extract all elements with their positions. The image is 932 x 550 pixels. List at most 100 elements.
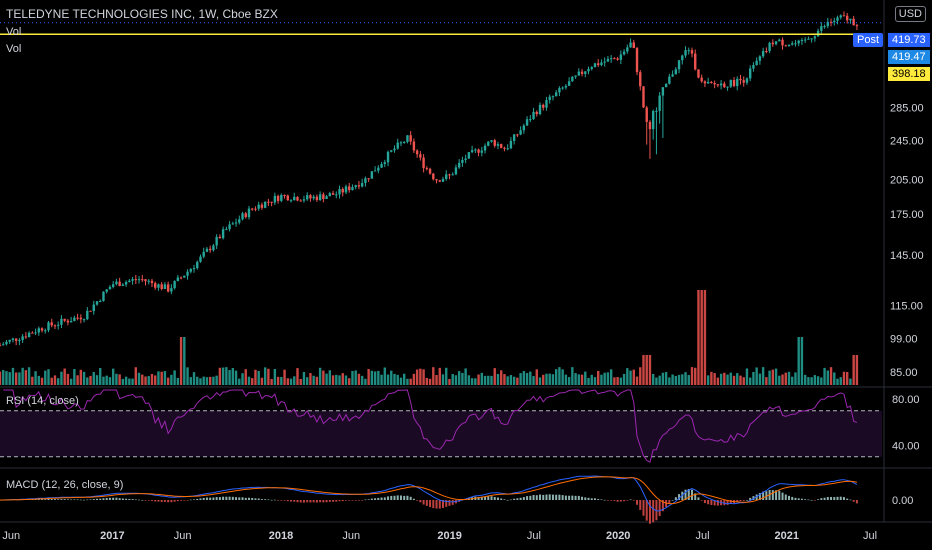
- volume-bar: [192, 372, 196, 385]
- macd-histogram-bar: [697, 497, 700, 500]
- volume-bar: [609, 369, 613, 385]
- volume-bar: [176, 378, 180, 385]
- volume-bar: [500, 370, 503, 385]
- candle-body: [247, 208, 251, 218]
- volume-bar: [629, 370, 632, 385]
- volume-bar: [823, 367, 826, 385]
- candle-body: [590, 67, 593, 69]
- volume-bar: [348, 378, 351, 385]
- volume-bar: [380, 374, 383, 385]
- candle-body: [273, 195, 277, 203]
- macd-tick-label: 0.00: [892, 495, 913, 507]
- macd-histogram-bar: [632, 500, 635, 501]
- rsi-band-fill: [0, 410, 882, 457]
- candle-body: [732, 80, 736, 87]
- candle-body: [21, 336, 24, 341]
- candle-body: [196, 261, 199, 269]
- macd-histogram-bar: [235, 497, 238, 500]
- volume-bar: [493, 368, 496, 385]
- volume-bar: [251, 378, 254, 385]
- volume-bar: [761, 367, 765, 385]
- candle-body: [44, 330, 47, 332]
- candle-body: [331, 193, 335, 195]
- volume-label-1: Vol: [6, 26, 22, 38]
- volume-bar: [393, 373, 396, 385]
- candle-body: [157, 284, 160, 288]
- candle-body: [800, 39, 804, 41]
- volume-bar: [545, 373, 548, 385]
- volume-bar: [503, 374, 506, 385]
- candle-body: [124, 281, 128, 285]
- candle-body: [344, 186, 348, 193]
- volume-bar: [732, 375, 736, 385]
- macd-histogram-bar: [393, 495, 396, 500]
- macd-histogram-bar: [584, 497, 587, 500]
- macd-histogram-bar: [726, 500, 729, 505]
- volume-bar: [577, 374, 581, 385]
- macd-histogram-bar: [842, 497, 845, 500]
- volume-bar: [302, 372, 306, 385]
- volume-bar: [53, 375, 57, 385]
- candle-body: [186, 271, 189, 276]
- candle-body: [370, 171, 374, 179]
- macd-histogram-bar: [797, 498, 800, 500]
- volume-bar: [748, 377, 752, 385]
- volume-bar: [664, 372, 668, 385]
- volume-bar: [244, 369, 247, 385]
- volume-bar: [27, 367, 31, 385]
- macd-histogram-bar: [92, 499, 95, 500]
- volume-bar: [37, 375, 41, 385]
- candle-body: [487, 141, 490, 146]
- candle-body: [651, 111, 655, 130]
- candle-body: [419, 154, 422, 158]
- volume-bar: [771, 369, 775, 385]
- macd-histogram-bar: [545, 494, 548, 500]
- macd-histogram-bar: [112, 497, 115, 500]
- candle-body: [713, 82, 716, 85]
- candle-body: [302, 199, 306, 201]
- volume-bar: [567, 377, 571, 385]
- macd-histogram-bar: [286, 500, 289, 502]
- macd-pane: [0, 475, 858, 524]
- volume-bar: [655, 377, 658, 385]
- volume-bar: [810, 377, 813, 385]
- volume-bar: [542, 374, 545, 385]
- macd-histogram-bar: [655, 500, 658, 521]
- volume-bar: [111, 368, 115, 385]
- macd-histogram-bar: [335, 500, 338, 502]
- macd-histogram-bar: [606, 500, 609, 501]
- price-tick-label: 175.00: [890, 209, 924, 221]
- volume-bar: [102, 376, 105, 385]
- candle-body: [703, 81, 707, 84]
- candle-body: [516, 134, 519, 136]
- macd-histogram-bar: [762, 491, 765, 500]
- candle-body: [710, 81, 713, 83]
- candle-body: [137, 279, 141, 281]
- volume-bar: [76, 375, 79, 385]
- currency-button[interactable]: USD: [894, 6, 926, 22]
- candle-body: [105, 289, 108, 292]
- volume-bar: [574, 373, 577, 385]
- candle-body: [451, 174, 454, 176]
- volume-bar: [506, 376, 509, 385]
- candle-body: [606, 58, 610, 62]
- candle-body: [574, 75, 577, 77]
- candle-body: [315, 196, 319, 201]
- macd-histogram-bar: [341, 500, 344, 502]
- macd-histogram-bar: [713, 500, 716, 506]
- macd-histogram-bar: [425, 500, 428, 506]
- candle-body: [836, 17, 839, 21]
- macd-histogram-bar: [548, 494, 551, 500]
- volume-bar: [464, 368, 467, 385]
- candle-body: [509, 140, 513, 149]
- candle-body: [60, 318, 63, 325]
- rsi-line: [3, 389, 858, 463]
- candle-body: [199, 256, 202, 262]
- macd-histogram-bar: [328, 500, 331, 502]
- volume-bar: [66, 373, 70, 385]
- macd-histogram-bar: [564, 495, 567, 500]
- candle-body: [545, 100, 548, 108]
- macd-histogram-bar: [678, 494, 681, 500]
- candle-body: [154, 283, 157, 288]
